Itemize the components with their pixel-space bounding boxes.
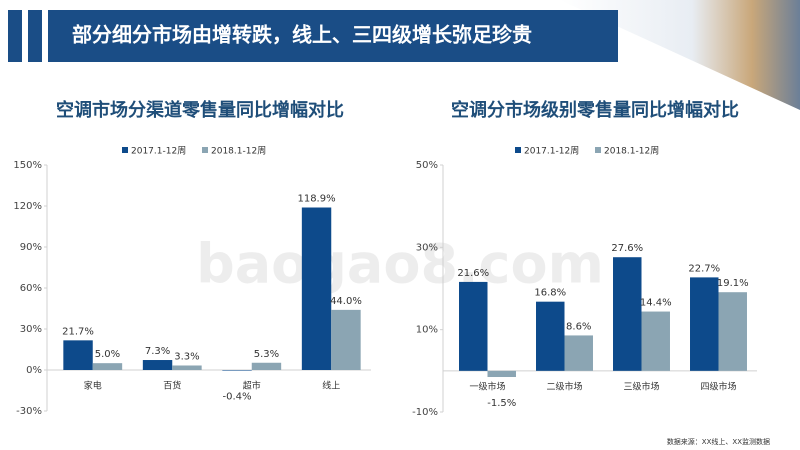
value-label: 44.0%	[330, 296, 362, 307]
chart-title: 空调分市场级别零售量同比增幅对比	[451, 99, 739, 121]
value-label: 14.4%	[640, 298, 672, 309]
value-label: 5.0%	[95, 349, 120, 360]
legend-swatch	[202, 147, 208, 153]
source-note: 数据来源：XX线上、XX监测数据	[667, 437, 770, 446]
value-label: -1.5%	[487, 398, 516, 409]
bar	[63, 340, 93, 370]
bar	[718, 292, 747, 371]
value-label: 7.3%	[145, 346, 170, 357]
legend-label: 2018.1-12周	[604, 146, 659, 157]
legend-swatch	[515, 147, 521, 153]
x-tick-label: 一级市场	[469, 380, 505, 392]
y-tick-label: 30%	[416, 242, 438, 253]
bar	[613, 257, 642, 371]
value-label: 5.3%	[254, 349, 279, 360]
bar	[92, 363, 123, 370]
bar	[142, 360, 173, 370]
legend-label: 2017.1-12周	[131, 146, 186, 157]
value-label: -0.4%	[223, 392, 252, 403]
value-label: 118.9%	[297, 194, 335, 205]
y-tick-label: -10%	[412, 407, 438, 418]
value-label: 16.8%	[534, 288, 566, 299]
header-block	[8, 10, 22, 62]
y-tick-label: -30%	[16, 406, 42, 417]
y-tick-label: 60%	[20, 283, 42, 294]
x-tick-label: 四级市场	[700, 380, 736, 392]
bar	[641, 311, 670, 371]
y-tick-label: 150%	[13, 160, 42, 171]
x-tick-label: 线上	[322, 380, 340, 392]
x-tick-label: 百货	[163, 380, 181, 392]
value-label: 19.1%	[717, 278, 749, 289]
y-tick-label: 0%	[26, 365, 42, 376]
y-tick-label: 10%	[416, 325, 438, 336]
y-tick-label: 90%	[20, 242, 42, 253]
bar	[222, 370, 252, 371]
bar	[331, 309, 361, 370]
legend-label: 2018.1-12周	[211, 146, 266, 157]
bar	[487, 370, 516, 378]
x-tick-label: 超市	[243, 380, 261, 392]
legend-swatch	[122, 147, 128, 153]
bar	[690, 277, 719, 371]
header-block	[28, 10, 42, 62]
header-decoration	[560, 0, 800, 110]
x-tick-label: 三级市场	[623, 380, 659, 392]
bar	[172, 365, 202, 370]
header-title: 部分细分市场由增转跌，线上、三四级增长弥足珍贵	[72, 23, 532, 47]
value-label: 22.7%	[688, 263, 720, 274]
chart-title: 空调市场分渠道零售量同比增幅对比	[56, 99, 344, 121]
legend-label: 2017.1-12周	[524, 146, 579, 157]
value-label: 8.6%	[566, 321, 591, 332]
bar	[536, 301, 565, 371]
value-label: 21.7%	[62, 326, 94, 337]
x-tick-label: 家电	[84, 380, 102, 392]
header-bar	[48, 10, 618, 62]
bar	[564, 335, 593, 371]
y-tick-label: 120%	[13, 201, 42, 212]
y-tick-label: 50%	[416, 160, 438, 171]
charts: 空调市场分渠道零售量同比增幅对比 2017.1-12周 2018.1-12周 -30%…	[13, 99, 757, 418]
value-label: 27.6%	[611, 243, 643, 254]
value-label: 21.6%	[457, 268, 489, 279]
y-tick-label: 30%	[20, 324, 42, 335]
bar	[459, 281, 488, 371]
x-tick-label: 二级市场	[546, 380, 582, 392]
bar	[251, 362, 282, 370]
value-label: 3.3%	[174, 351, 199, 362]
legend-swatch	[595, 147, 601, 153]
bar	[301, 207, 332, 370]
watermark: baogao8.com	[196, 233, 604, 296]
